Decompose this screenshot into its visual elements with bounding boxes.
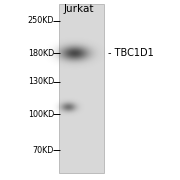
Text: - TBC1D1: - TBC1D1 bbox=[108, 48, 154, 58]
Text: 100KD: 100KD bbox=[28, 110, 54, 119]
Text: 180KD: 180KD bbox=[28, 49, 54, 58]
Text: 70KD: 70KD bbox=[33, 146, 54, 155]
Text: Jurkat: Jurkat bbox=[64, 4, 94, 14]
Bar bbox=[58, 4, 104, 173]
Text: 250KD: 250KD bbox=[28, 16, 54, 25]
Text: 130KD: 130KD bbox=[28, 77, 54, 86]
